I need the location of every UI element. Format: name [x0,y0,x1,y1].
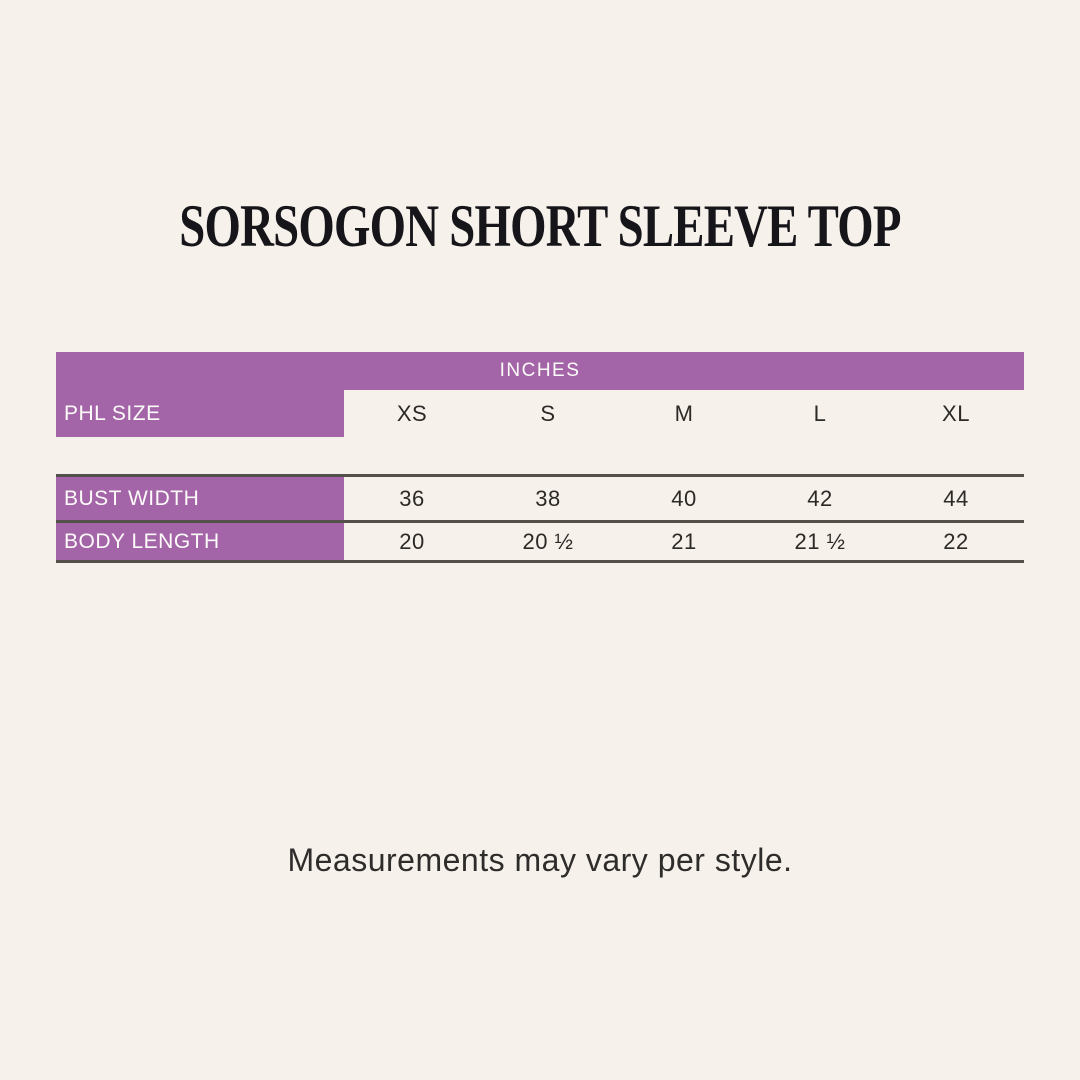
bust-width-s: 38 [535,485,561,511]
body-length-xl: 22 [943,528,969,554]
body-length-s: 20 ½ [522,528,574,554]
size-col-m: M [674,400,694,426]
bust-width-xl: 44 [943,485,969,511]
body-length-l: 21 ½ [794,528,846,554]
size-col-l: L [813,400,827,426]
row-label: BODY LENGTH [56,523,344,560]
bust-width-l: 42 [807,485,833,511]
size-col-s: S [540,400,556,426]
unit-header-label: INCHES [499,360,581,381]
table-row-body-length: BODY LENGTH 20 20 ½ 21 21 ½ 22 [56,520,1024,563]
table-row-bust-width: BUST WIDTH 36 38 40 42 44 [56,474,1024,520]
size-header-row: PHL SIZE XS S M L XL [56,390,1024,437]
size-label-cell: PHL SIZE [56,390,344,437]
body-length-m: 21 [671,528,697,554]
body-length-xs: 20 [399,528,425,554]
product-title: SORSOGON SHORT SLEEVE TOP [179,193,901,259]
row-label: BUST WIDTH [56,477,344,520]
size-chart-table: INCHES PHL SIZE XS S M L XL BUST WIDTH 3… [56,352,1024,563]
table-spacer [56,437,1024,474]
unit-header-row: INCHES [56,352,1024,390]
footnote: Measurements may vary per style. [287,842,793,878]
size-col-xs: XS [396,400,428,426]
bust-width-m: 40 [671,485,697,511]
size-col-xl: XL [942,400,970,426]
bust-width-xs: 36 [399,485,425,511]
